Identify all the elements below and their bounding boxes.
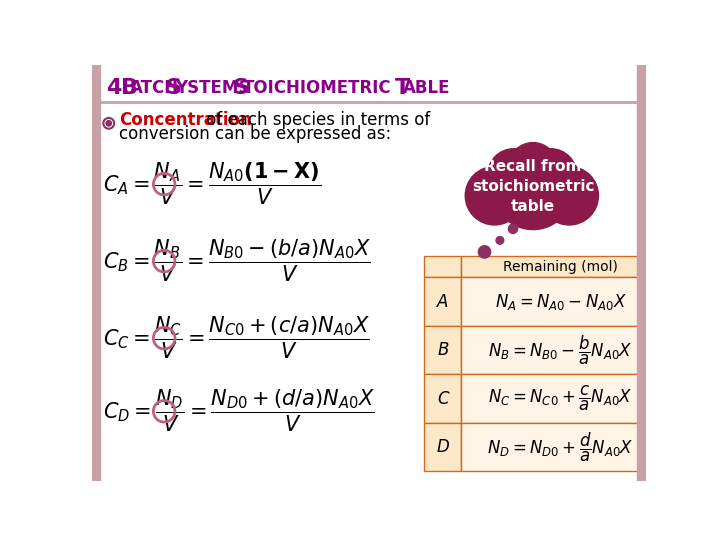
Circle shape <box>508 143 558 192</box>
Circle shape <box>539 161 585 207</box>
Circle shape <box>465 166 523 225</box>
Bar <box>462 423 660 471</box>
Text: Recall from
stoichiometric
table: Recall from stoichiometric table <box>472 159 594 214</box>
Bar <box>462 278 660 326</box>
Bar <box>462 256 660 278</box>
Bar <box>425 374 462 423</box>
Text: conversion can be expressed as:: conversion can be expressed as: <box>119 125 391 143</box>
Text: $C_A = \dfrac{N_A}{V} = \dfrac{N_{A0}\mathbf{(1-X)}}{V}$: $C_A = \dfrac{N_A}{V} = \dfrac{N_{A0}\ma… <box>104 161 321 207</box>
Circle shape <box>508 224 518 233</box>
Circle shape <box>478 246 490 258</box>
Bar <box>92 65 99 481</box>
Text: $N_D = N_{D0} + \dfrac{d}{a}N_{A0}X$: $N_D = N_{D0} + \dfrac{d}{a}N_{A0}X$ <box>487 430 634 464</box>
Text: $N_C = N_{C0} + \dfrac{c}{a}N_{A0}X$: $N_C = N_{C0} + \dfrac{c}{a}N_{A0}X$ <box>488 384 633 413</box>
Text: B: B <box>121 78 138 98</box>
Circle shape <box>525 148 577 201</box>
Text: S: S <box>165 78 181 98</box>
Circle shape <box>481 161 527 207</box>
Text: ATCH: ATCH <box>130 79 179 97</box>
Text: $N_B = N_{B0} - \dfrac{b}{a}N_{A0}X$: $N_B = N_{B0} - \dfrac{b}{a}N_{A0}X$ <box>488 334 633 367</box>
Circle shape <box>106 120 112 126</box>
Bar <box>425 256 462 278</box>
Circle shape <box>493 150 573 230</box>
Text: ABLE: ABLE <box>403 79 451 97</box>
Bar <box>425 423 462 471</box>
Bar <box>637 65 647 481</box>
Text: 4.: 4. <box>106 78 130 98</box>
Text: Concentration: Concentration <box>119 111 251 129</box>
Text: A: A <box>437 293 449 310</box>
Circle shape <box>540 166 598 225</box>
Text: $N_A = N_{A0} - N_{A0}X$: $N_A = N_{A0} - N_{A0}X$ <box>495 292 626 312</box>
Text: $C_B = \dfrac{N_B}{V} = \dfrac{N_{B0}-(b/a)N_{A0}X}{V}$: $C_B = \dfrac{N_B}{V} = \dfrac{N_{B0}-(b… <box>104 238 372 284</box>
Text: YSTEMS: YSTEMS <box>175 79 251 97</box>
Text: B: B <box>437 341 449 359</box>
Text: D: D <box>436 438 449 456</box>
Text: C: C <box>437 389 449 408</box>
Text: $C_D = \dfrac{N_D}{V} = \dfrac{N_{D0}+(d/a)N_{A0}X}{V}$: $C_D = \dfrac{N_D}{V} = \dfrac{N_{D0}+(d… <box>104 388 375 434</box>
Text: S: S <box>233 78 248 98</box>
Bar <box>425 326 462 374</box>
Text: T: T <box>395 78 410 98</box>
Circle shape <box>496 237 504 244</box>
Text: $C_C = \dfrac{N_C}{V} = \dfrac{N_{C0}+(c/a)N_{A0}X}{V}$: $C_C = \dfrac{N_C}{V} = \dfrac{N_{C0}+(c… <box>104 315 370 361</box>
Bar <box>425 278 462 326</box>
Bar <box>462 374 660 423</box>
Circle shape <box>487 148 540 201</box>
Text: Remaining (mol): Remaining (mol) <box>503 260 618 274</box>
Text: TOICHIOMETRIC: TOICHIOMETRIC <box>243 79 392 97</box>
Text: of each species in terms of: of each species in terms of <box>201 111 431 129</box>
Bar <box>462 326 660 374</box>
